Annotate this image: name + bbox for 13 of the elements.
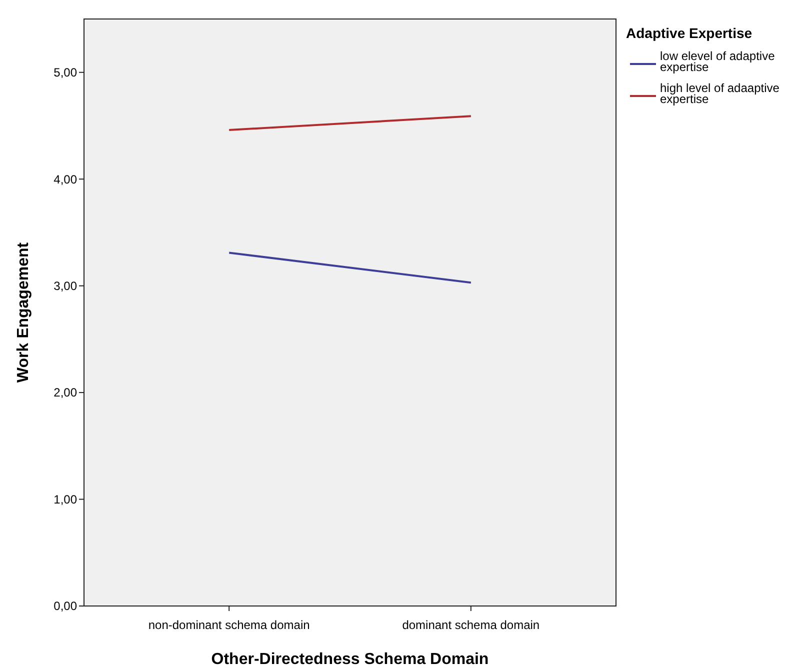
legend-label: high level of adaaptive expertise bbox=[660, 81, 780, 106]
y-tick-label: 4,00 bbox=[54, 172, 78, 186]
x-tick-label: non-dominant schema domain bbox=[148, 618, 310, 632]
y-axis-title: Work Engagement bbox=[15, 242, 32, 383]
y-tick-label: 1,00 bbox=[54, 492, 78, 506]
legend-title: Adaptive Expertise bbox=[626, 25, 752, 41]
x-axis-title: Other-Directedness Schema Domain bbox=[211, 651, 489, 668]
x-tick-label: dominant schema domain bbox=[402, 618, 540, 632]
y-tick-label: 0,00 bbox=[54, 599, 78, 614]
y-tick-label: 5,00 bbox=[54, 66, 78, 80]
y-tick-label: 2,00 bbox=[54, 386, 78, 400]
y-tick-label: 3,00 bbox=[54, 279, 78, 294]
legend-label: low elevel of adaptive expertise bbox=[660, 49, 776, 74]
